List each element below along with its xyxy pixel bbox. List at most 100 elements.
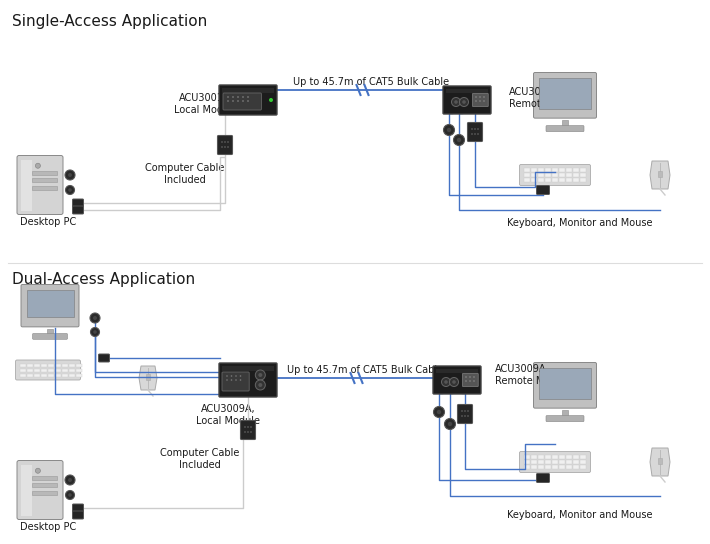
Text: Up to 45.7m of CAT5 Bulk Cable: Up to 45.7m of CAT5 Bulk Cable — [288, 365, 444, 375]
Circle shape — [36, 163, 40, 168]
Bar — [48, 368, 53, 372]
Circle shape — [464, 410, 466, 412]
Bar — [539, 78, 591, 109]
Bar — [222, 366, 274, 371]
Bar — [552, 465, 557, 468]
Text: Keyboard, Monitor and Mouse: Keyboard, Monitor and Mouse — [507, 218, 652, 228]
FancyBboxPatch shape — [443, 86, 491, 114]
Circle shape — [475, 96, 477, 98]
FancyBboxPatch shape — [546, 416, 584, 422]
Bar — [27, 374, 33, 377]
FancyBboxPatch shape — [533, 72, 596, 118]
Bar — [566, 168, 572, 171]
Circle shape — [477, 128, 479, 130]
Polygon shape — [650, 161, 670, 189]
FancyBboxPatch shape — [17, 156, 63, 214]
Bar — [559, 168, 564, 171]
Text: Computer Cable
Included: Computer Cable Included — [146, 163, 224, 184]
Bar — [32, 476, 57, 480]
Circle shape — [454, 100, 458, 104]
Bar — [222, 88, 274, 93]
Bar — [580, 465, 586, 468]
Bar — [566, 178, 572, 182]
Circle shape — [240, 375, 241, 377]
Bar — [34, 374, 40, 377]
Bar — [559, 465, 564, 468]
Bar — [20, 363, 26, 367]
Bar — [562, 410, 568, 418]
Bar — [538, 460, 543, 463]
Bar — [146, 374, 150, 380]
Circle shape — [227, 141, 229, 143]
Text: ACU3001A,
Remote Module: ACU3001A, Remote Module — [509, 87, 585, 109]
Circle shape — [475, 100, 477, 102]
Circle shape — [447, 128, 451, 132]
Circle shape — [459, 97, 469, 107]
Bar — [559, 178, 564, 182]
Circle shape — [469, 376, 471, 378]
Circle shape — [437, 410, 441, 414]
Bar — [531, 173, 537, 176]
Bar — [559, 173, 564, 176]
Circle shape — [65, 186, 75, 195]
Circle shape — [474, 133, 476, 135]
Bar — [559, 455, 564, 459]
FancyBboxPatch shape — [241, 421, 256, 440]
FancyBboxPatch shape — [72, 199, 84, 207]
Circle shape — [222, 141, 223, 143]
Circle shape — [68, 188, 72, 192]
Circle shape — [242, 100, 244, 102]
Circle shape — [232, 100, 234, 102]
Circle shape — [237, 100, 239, 102]
Circle shape — [227, 96, 229, 98]
Bar — [41, 368, 46, 372]
Bar — [566, 455, 572, 459]
Bar — [27, 368, 33, 372]
Bar — [538, 465, 543, 468]
Bar — [32, 186, 57, 189]
Circle shape — [231, 379, 232, 381]
FancyBboxPatch shape — [217, 135, 232, 154]
Text: ACU3009A,
Remote Module: ACU3009A, Remote Module — [495, 364, 572, 386]
Circle shape — [242, 96, 244, 98]
Circle shape — [462, 410, 463, 412]
Circle shape — [235, 379, 237, 381]
FancyBboxPatch shape — [72, 504, 84, 512]
FancyBboxPatch shape — [21, 285, 79, 327]
Bar — [34, 368, 40, 372]
Circle shape — [467, 415, 469, 417]
FancyBboxPatch shape — [72, 511, 84, 519]
Circle shape — [479, 96, 481, 98]
Circle shape — [65, 491, 75, 499]
Circle shape — [484, 100, 485, 102]
Bar — [55, 363, 60, 367]
Circle shape — [471, 128, 473, 130]
Bar — [20, 368, 26, 372]
Circle shape — [258, 373, 262, 377]
Circle shape — [444, 418, 456, 430]
Bar — [580, 455, 586, 459]
FancyBboxPatch shape — [33, 333, 67, 339]
FancyBboxPatch shape — [72, 206, 84, 214]
Bar — [62, 363, 67, 367]
Circle shape — [224, 146, 226, 148]
Circle shape — [444, 125, 454, 135]
Bar — [580, 173, 586, 176]
Bar — [552, 460, 557, 463]
Circle shape — [473, 380, 475, 382]
Circle shape — [93, 316, 97, 320]
Bar — [531, 460, 537, 463]
Bar — [524, 460, 530, 463]
FancyBboxPatch shape — [520, 452, 591, 473]
Text: Desktop PC: Desktop PC — [20, 522, 76, 532]
Circle shape — [474, 128, 476, 130]
Circle shape — [222, 146, 223, 148]
Text: ACU3001A,
Local Module: ACU3001A, Local Module — [174, 93, 238, 115]
Circle shape — [484, 96, 485, 98]
FancyBboxPatch shape — [472, 94, 488, 107]
Text: Single-Access Application: Single-Access Application — [12, 14, 207, 29]
FancyBboxPatch shape — [17, 461, 63, 520]
FancyBboxPatch shape — [222, 372, 249, 391]
FancyBboxPatch shape — [99, 354, 109, 362]
Circle shape — [471, 133, 473, 135]
